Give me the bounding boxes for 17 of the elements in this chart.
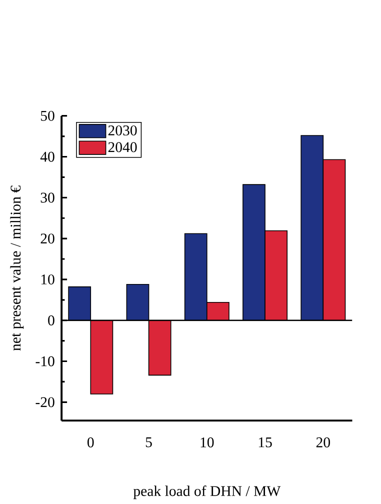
y-tick-label: 20 <box>40 234 54 244</box>
legend-label: 2030 <box>108 125 137 136</box>
y-tick-label: 0 <box>48 315 54 326</box>
x-tick-label: 5 <box>146 437 152 448</box>
legend-label: 2040 <box>108 142 137 152</box>
y-tick-label: 50 <box>40 110 54 121</box>
y-tick-label: 10 <box>41 274 54 284</box>
y-tick-label: 30 <box>40 192 54 203</box>
x-tick-label: 0 <box>87 437 94 448</box>
x-tick-label: 15 <box>258 437 272 448</box>
x-tick-label: 20 <box>316 437 330 448</box>
x-tick-label: 10 <box>200 437 214 448</box>
y-tick-label: -10 <box>36 356 54 366</box>
y-tick-label: 40 <box>40 152 54 162</box>
x-axis-title: peak load of DHN / MW <box>133 486 280 500</box>
y-axis-title: net present value / million € <box>10 186 24 351</box>
y-tick-label: -20 <box>36 397 54 408</box>
